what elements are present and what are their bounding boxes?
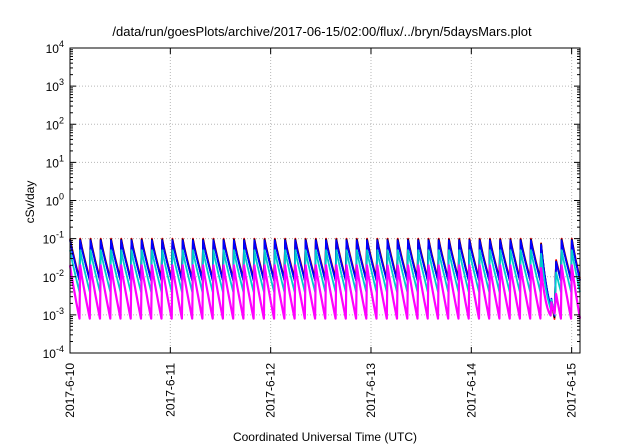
y-tick-label: 102 [46,115,64,132]
y-tick-label: 103 [46,77,64,94]
y-axis-label: cSv/day [23,181,37,224]
y-tick-label: 10-1 [43,230,64,247]
x-tick-label: 2017-6-15 [565,363,579,418]
y-tick-label: 100 [46,192,64,209]
x-tick-label: 2017-6-12 [264,363,278,418]
x-tick-label: 2017-6-11 [163,363,177,417]
chart-title: /data/run/goesPlots/archive/2017-06-15/0… [112,24,532,39]
x-tick-label: 2017-6-13 [364,363,378,418]
x-tick-label: 2017-6-10 [63,363,77,418]
x-axis-label: Coordinated Universal Time (UTC) [233,430,417,444]
y-tick-label: 10-4 [43,344,64,361]
series-line [68,264,582,320]
series-group [68,237,582,320]
x-ticks: 2017-6-10 2017-6-11 2017-6-12 2017-6-13 2017… [63,48,579,418]
x-tick-label: 2017-6-14 [464,363,478,418]
y-tick-label: 101 [46,153,64,170]
y-tick-label: 104 [46,39,64,56]
y-ticks: 10-4 10-3 10-2 10-1 100 101 102 103 104 [43,39,580,361]
y-tick-label: 10-3 [43,306,64,323]
y-tick-label: 10-2 [43,268,64,285]
